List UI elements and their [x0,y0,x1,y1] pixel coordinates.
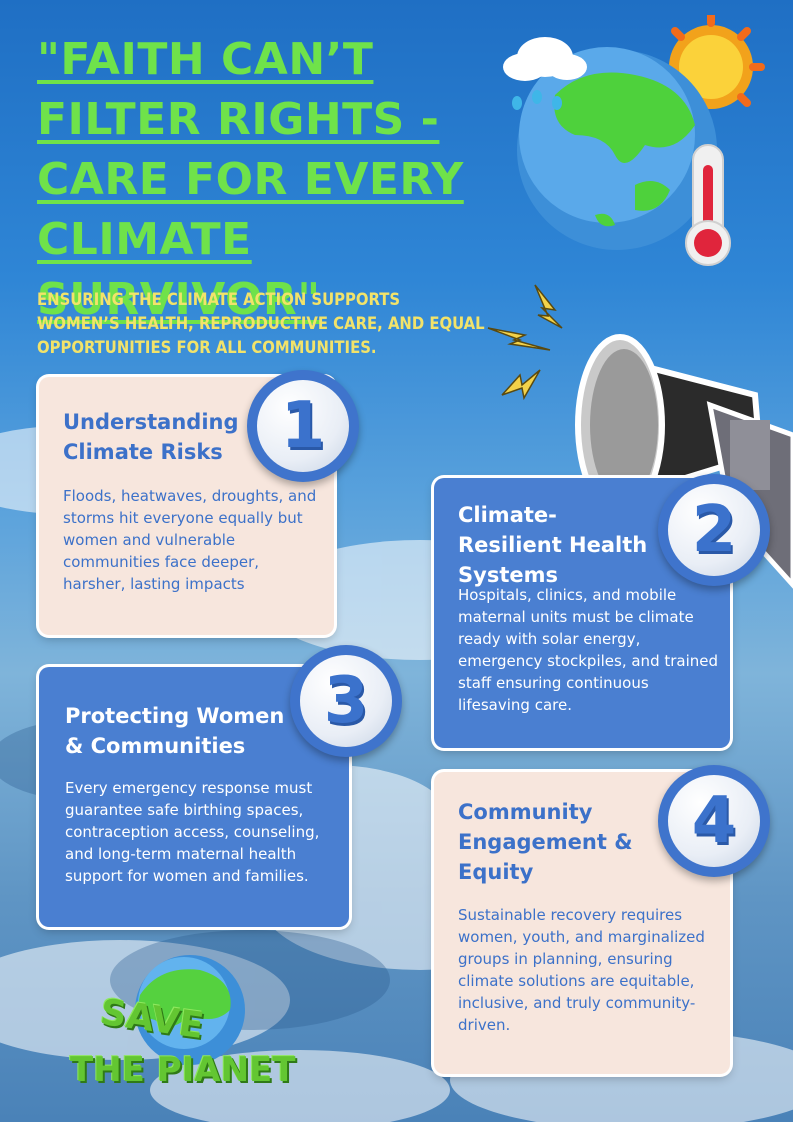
card-title: Understanding Climate Risks [63,410,239,464]
headline: "Faith can’t filter rights - care for ev… [37,34,464,325]
card-title: Community Engagement & Equity [458,800,633,884]
card-body: Floods, heatwaves, droughts, and storms … [63,487,317,593]
logo-line-the-planet: THE PIANET [70,1050,296,1090]
megaphone-icon [575,334,793,589]
lightning-icon [487,284,563,401]
step-badge-2: 2 [658,474,770,586]
card-title: Protecting Women & Communities [65,704,285,758]
step-number: 2 [691,493,737,567]
step-number: 3 [323,664,369,738]
subheading: Ensuring the climate action supports wom… [37,290,485,357]
card-body: Sustainable recovery requires women, you… [458,906,705,1034]
step-badge-1: 1 [247,370,359,482]
card-body: Hospitals, clinics, and mobile maternal … [458,586,719,714]
step-badge-3: 3 [290,645,402,757]
card-body: Every emergency response must guarantee … [65,779,320,885]
card-community-engagement-equity: Community Engagement & Equity Sustainabl… [434,772,730,1074]
save-planet-globe-icon [135,955,245,1065]
globe-weather-icon [503,15,765,266]
step-number: 1 [280,389,326,463]
step-number: 4 [691,784,737,858]
step-badge-4: 4 [658,765,770,877]
card-title: Climate-Resilient Health Systems [458,503,648,587]
